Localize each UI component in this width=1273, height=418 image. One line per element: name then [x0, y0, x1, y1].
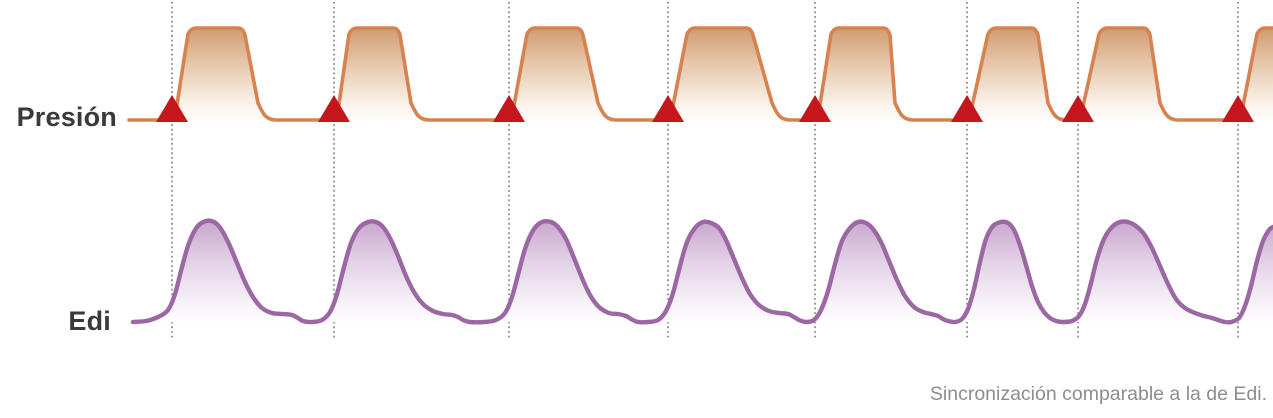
trigger-triangle-icon — [1062, 95, 1094, 122]
trigger-triangle-icon — [156, 95, 188, 122]
edi-waveform — [130, 218, 1273, 325]
trigger-triangle-icon — [652, 95, 684, 122]
pressure-fill — [129, 28, 1273, 120]
trigger-triangle-icon — [799, 95, 831, 122]
edi-fill — [133, 220, 1273, 323]
pressure-label: Presión — [16, 102, 117, 132]
trigger-triangle-icon — [951, 95, 983, 122]
edi-label: Edi — [68, 306, 111, 336]
pressure-waveform — [127, 26, 1273, 122]
trigger-triangle-icon — [493, 95, 525, 122]
sync-caption: Sincronización comparable a la de Edi. — [929, 383, 1267, 405]
trigger-triangle-icon — [318, 95, 350, 122]
trigger-triangle-icon — [1222, 95, 1254, 122]
